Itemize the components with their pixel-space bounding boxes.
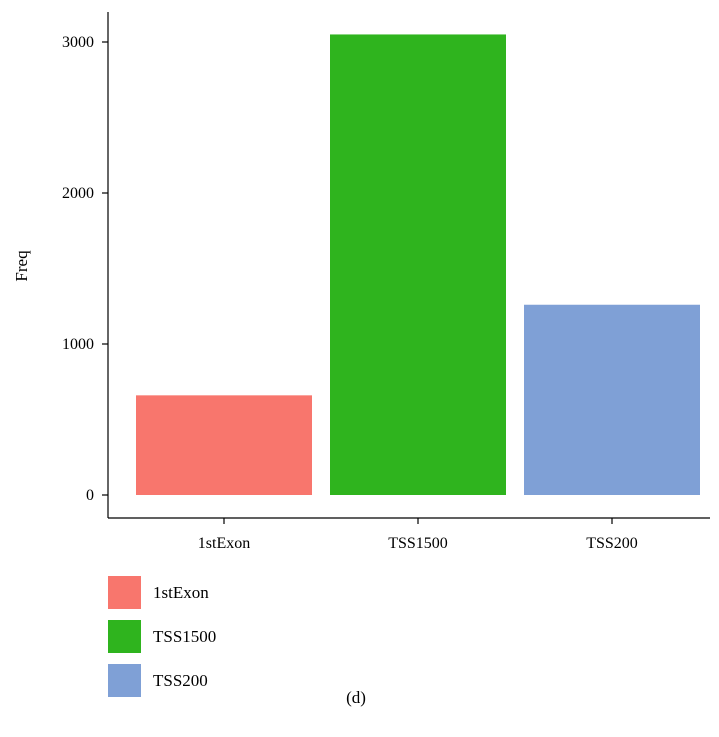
- x-tick-label: TSS200: [586, 535, 638, 552]
- legend-swatch-tss200: [108, 664, 141, 697]
- axes-group: [107, 12, 710, 519]
- bars-group: [136, 34, 700, 495]
- bar-tss1500: [330, 34, 506, 495]
- y-ticks-group: 0 1000 2000 3000: [62, 34, 108, 504]
- x-tick-label: TSS1500: [388, 535, 448, 552]
- legend-label-1stexon: 1stExon: [153, 583, 209, 602]
- legend: 1stExon TSS1500 TSS200: [108, 576, 216, 697]
- bar-1stexon: [136, 395, 312, 495]
- legend-swatch-tss1500: [108, 620, 141, 653]
- x-ticks-group: 1stExon TSS1500 TSS200: [198, 518, 638, 552]
- y-axis-title: Freq: [12, 250, 31, 282]
- y-tick-label: 3000: [62, 34, 94, 51]
- figure-caption: (d): [346, 688, 366, 707]
- legend-swatch-1stexon: [108, 576, 141, 609]
- legend-label-tss200: TSS200: [153, 671, 208, 690]
- x-tick-label: 1stExon: [198, 535, 250, 552]
- y-tick-label: 0: [86, 487, 94, 504]
- bar-tss200: [524, 304, 700, 495]
- y-tick-label: 2000: [62, 185, 94, 202]
- legend-label-tss1500: TSS1500: [153, 627, 216, 646]
- y-tick-label: 1000: [62, 336, 94, 353]
